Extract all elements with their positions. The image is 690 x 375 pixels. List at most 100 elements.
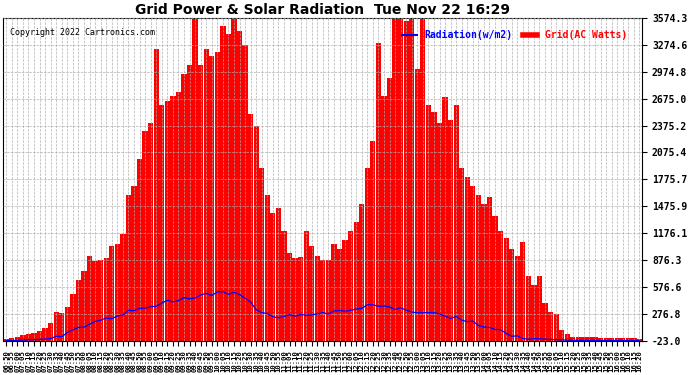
Bar bbox=[304, 231, 309, 340]
Bar bbox=[9, 338, 14, 340]
Bar bbox=[493, 216, 497, 340]
Bar bbox=[253, 126, 259, 340]
Bar bbox=[559, 330, 564, 340]
Bar bbox=[431, 112, 437, 340]
Bar bbox=[148, 123, 153, 340]
Bar bbox=[237, 31, 242, 340]
Bar bbox=[92, 261, 98, 340]
Bar bbox=[526, 276, 531, 340]
Bar bbox=[482, 204, 486, 340]
Bar bbox=[131, 186, 137, 340]
Bar bbox=[337, 249, 342, 340]
Bar bbox=[104, 258, 109, 340]
Bar bbox=[315, 256, 320, 340]
Legend: Radiation(w/m2), Grid(AC Watts): Radiation(w/m2), Grid(AC Watts) bbox=[398, 26, 631, 44]
Bar bbox=[226, 34, 231, 340]
Bar bbox=[575, 337, 581, 340]
Bar bbox=[470, 186, 475, 340]
Bar bbox=[520, 242, 526, 340]
Bar bbox=[326, 260, 331, 340]
Bar bbox=[176, 92, 181, 340]
Bar bbox=[142, 131, 148, 340]
Bar bbox=[181, 74, 186, 341]
Bar bbox=[359, 204, 364, 340]
Bar bbox=[626, 338, 631, 340]
Bar bbox=[342, 240, 348, 340]
Bar bbox=[504, 238, 509, 340]
Bar bbox=[231, 18, 237, 340]
Bar bbox=[498, 231, 503, 340]
Title: Grid Power & Solar Radiation  Tue Nov 22 16:29: Grid Power & Solar Radiation Tue Nov 22 … bbox=[135, 3, 511, 17]
Bar bbox=[570, 337, 575, 340]
Bar bbox=[393, 18, 397, 340]
Bar bbox=[87, 256, 92, 340]
Bar bbox=[37, 332, 42, 340]
Bar bbox=[159, 105, 164, 340]
Bar bbox=[26, 334, 31, 340]
Bar bbox=[198, 65, 204, 341]
Bar bbox=[464, 177, 470, 340]
Bar bbox=[265, 195, 270, 340]
Bar bbox=[248, 114, 253, 340]
Bar bbox=[242, 45, 248, 340]
Bar bbox=[459, 168, 464, 340]
Bar bbox=[586, 337, 592, 340]
Bar bbox=[426, 105, 431, 340]
Bar bbox=[276, 209, 281, 340]
Bar bbox=[287, 253, 292, 340]
Bar bbox=[398, 18, 403, 340]
Bar bbox=[531, 285, 537, 340]
Bar bbox=[442, 97, 448, 340]
Bar bbox=[76, 280, 81, 340]
Bar bbox=[187, 65, 193, 341]
Bar bbox=[154, 49, 159, 340]
Bar bbox=[509, 249, 514, 340]
Bar bbox=[371, 141, 375, 340]
Bar bbox=[631, 338, 637, 340]
Bar bbox=[165, 101, 170, 340]
Bar bbox=[309, 246, 315, 340]
Bar bbox=[193, 18, 198, 340]
Bar bbox=[137, 159, 142, 340]
Bar bbox=[259, 168, 264, 340]
Bar bbox=[215, 51, 220, 340]
Bar bbox=[109, 246, 115, 340]
Bar bbox=[620, 338, 625, 340]
Bar bbox=[581, 337, 586, 340]
Bar bbox=[59, 314, 64, 340]
Bar bbox=[515, 256, 520, 340]
Bar bbox=[120, 234, 126, 340]
Bar bbox=[293, 258, 297, 340]
Bar bbox=[548, 312, 553, 340]
Bar bbox=[604, 338, 609, 340]
Bar bbox=[31, 333, 37, 340]
Bar bbox=[320, 260, 326, 340]
Bar bbox=[298, 257, 304, 340]
Bar bbox=[376, 43, 381, 340]
Bar bbox=[209, 56, 215, 340]
Bar bbox=[415, 69, 420, 341]
Bar bbox=[43, 328, 48, 340]
Bar bbox=[204, 49, 209, 340]
Text: Copyright 2022 Cartronics.com: Copyright 2022 Cartronics.com bbox=[10, 28, 155, 37]
Bar bbox=[353, 222, 359, 340]
Bar bbox=[170, 96, 175, 340]
Bar bbox=[270, 213, 275, 340]
Bar bbox=[364, 168, 370, 340]
Bar bbox=[70, 294, 75, 340]
Bar bbox=[404, 21, 408, 340]
Bar bbox=[48, 323, 53, 340]
Bar bbox=[598, 338, 603, 340]
Bar bbox=[331, 244, 337, 340]
Bar bbox=[65, 307, 70, 340]
Bar bbox=[564, 334, 570, 340]
Bar bbox=[409, 18, 415, 340]
Bar bbox=[420, 18, 426, 340]
Bar bbox=[475, 195, 481, 340]
Bar bbox=[54, 312, 59, 340]
Bar bbox=[14, 337, 20, 340]
Bar bbox=[553, 314, 559, 340]
Bar bbox=[453, 105, 459, 340]
Bar bbox=[20, 335, 26, 340]
Bar bbox=[115, 244, 120, 340]
